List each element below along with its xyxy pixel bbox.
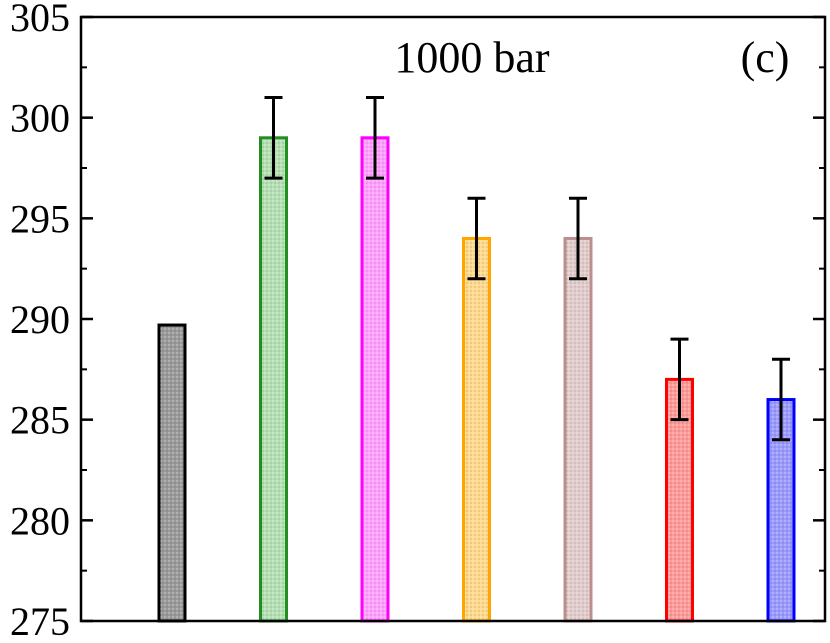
errorbars-layer — [264, 96, 790, 442]
plot-frame — [79, 15, 827, 623]
y-tick-label: 290 — [10, 297, 70, 342]
chart-title: 1000 bar — [394, 33, 550, 82]
y-tick-label: 300 — [10, 96, 70, 141]
y-tick-label: 280 — [10, 498, 70, 543]
y-tick-label: 285 — [10, 398, 70, 443]
y-axis: 275 280 285 290 295 300 305 — [10, 0, 825, 643]
bar-texture — [566, 239, 590, 620]
bar-texture — [262, 139, 285, 620]
bar-texture — [363, 139, 387, 620]
panel-label: (c) — [741, 33, 790, 82]
y-tick-label: 275 — [10, 599, 70, 638]
y-tick-label: 305 — [10, 0, 70, 40]
y-tick-label: 295 — [10, 196, 70, 241]
bars-layer — [157, 136, 796, 623]
bar-texture — [465, 239, 488, 620]
bar-texture — [668, 380, 691, 620]
bar-texture — [769, 401, 793, 620]
bar-texture — [160, 326, 184, 620]
